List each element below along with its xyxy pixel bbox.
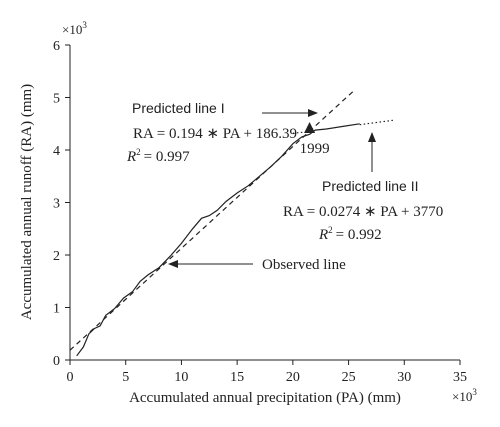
x-tick-label: 15: [230, 370, 244, 385]
x-tick-label: 30: [397, 370, 411, 385]
marker-1999-label: 1999: [300, 141, 330, 157]
predicted-line-2-r2: R2 = 0.992: [318, 225, 382, 243]
x-multiplier: ×103: [452, 387, 477, 404]
x-axis-title: Accumulated annual precipitation (PA) (m…: [129, 390, 401, 406]
x-tick-label: 0: [67, 370, 74, 385]
y-multiplier: ×103: [62, 20, 87, 37]
x-tick-label: 5: [122, 370, 129, 385]
y-tick-label: 1: [53, 302, 60, 317]
x-tick-label: 10: [174, 370, 188, 385]
predicted-line-extension: [292, 131, 310, 134]
predicted-line-1-equation: RA = 0.194 ∗ PA + 186.39: [133, 126, 297, 142]
x-tick-label: 20: [286, 370, 300, 385]
y-tick-label: 5: [53, 92, 60, 107]
observed-line: [76, 123, 360, 357]
predicted-line-1: [69, 90, 355, 351]
x-tick-label: 25: [342, 370, 356, 385]
y-axis-title: Accumulated annual runoff (RA) (mm): [19, 84, 35, 320]
y-tick-label: 3: [53, 197, 60, 212]
x-tick-label: 35: [453, 370, 467, 385]
y-tick-label: 4: [53, 144, 60, 159]
y-ticks: 0 1 2 3 4 5 6: [53, 39, 70, 369]
predicted-line-2-label: Predicted line II: [322, 178, 419, 194]
y-tick-label: 6: [53, 39, 60, 54]
y-tick-label: 0: [53, 354, 60, 369]
series-layer: [69, 90, 394, 357]
predicted-line-extension: [359, 119, 394, 126]
predicted-line-1-label: Predicted line I: [132, 100, 225, 116]
predicted-line-1-r2: R2 = 0.997: [126, 147, 190, 165]
marker-1999-triangle: [304, 122, 316, 134]
x-ticks: 0 5 10 15 20 25 30 35: [67, 360, 467, 385]
predicted-line-2-equation: RA = 0.0274 ∗ PA + 3770: [283, 204, 443, 220]
observed-line-label: Observed line: [262, 257, 346, 273]
y-tick-label: 2: [53, 249, 60, 264]
